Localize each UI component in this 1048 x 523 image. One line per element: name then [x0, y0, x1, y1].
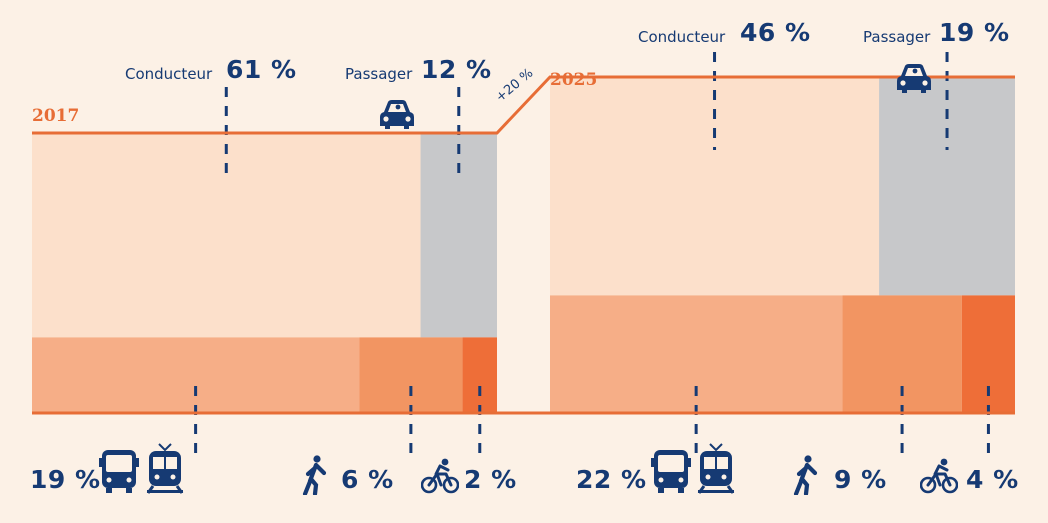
total-trips-line — [32, 75, 1015, 135]
year-label-2017: 2017 — [32, 106, 80, 126]
driver-2017-word: Conducteur — [125, 65, 213, 83]
walk-2017-value: 6 % — [341, 465, 394, 494]
passenger-2025-word: Passager — [863, 28, 931, 46]
bike-icon — [920, 458, 958, 494]
bike-2017-value: 2 % — [464, 465, 517, 494]
walk-icon — [793, 455, 818, 495]
bike-icon — [421, 458, 459, 494]
segment-bottom — [462, 337, 497, 413]
passenger-2025-value: 19 % — [939, 18, 1010, 47]
train-icon — [697, 443, 735, 494]
transit-2017-value: 19 % — [30, 465, 101, 494]
segment-bottom — [359, 337, 463, 413]
walk-2025-value: 9 % — [834, 465, 887, 494]
driver-2025-value: 46 % — [740, 18, 811, 47]
car-icon — [897, 64, 931, 93]
walk-icon — [302, 455, 327, 495]
year-label-2025: 2025 — [550, 70, 598, 90]
driver-2025-word: Conducteur — [638, 28, 726, 46]
passenger-2017-value: 12 % — [421, 55, 492, 84]
segment-bottom — [32, 337, 360, 413]
train-icon — [146, 443, 184, 494]
transit-2025-value: 22 % — [576, 465, 647, 494]
bus-icon — [99, 450, 139, 493]
driver-2017-value: 61 % — [226, 55, 297, 84]
passenger-2017-word: Passager — [345, 65, 413, 83]
car-icon — [380, 100, 414, 129]
bike-2025-value: 4 % — [966, 465, 1019, 494]
bus-icon — [651, 450, 691, 493]
